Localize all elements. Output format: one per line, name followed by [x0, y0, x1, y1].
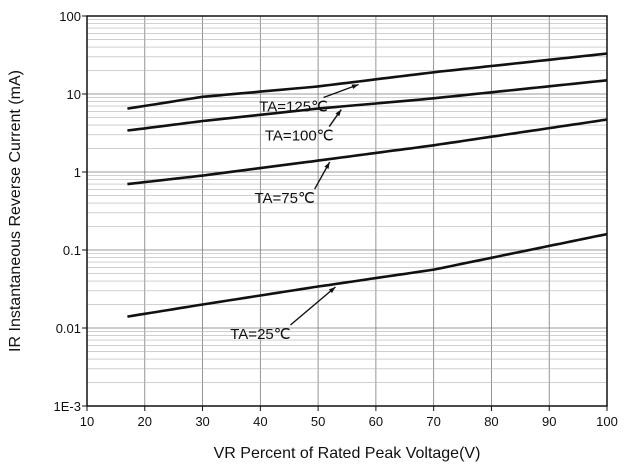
x-tick-label: 80 — [484, 414, 498, 429]
annotation-label: TA=100℃ — [265, 128, 334, 145]
annotation-arrowhead — [351, 84, 359, 90]
x-tick-label: 40 — [253, 414, 267, 429]
series-line-0 — [127, 52, 608, 110]
series-line-2 — [127, 118, 608, 186]
x-tick-label: 10 — [80, 414, 94, 429]
y-tick-label: 1 — [74, 165, 81, 180]
annotation-label: TA=75℃ — [254, 190, 314, 207]
annotation-label: TA=25℃ — [230, 326, 290, 343]
y-tick-label: 0.01 — [56, 321, 81, 336]
series-line-1 — [127, 79, 608, 132]
x-tick-label: 50 — [311, 414, 325, 429]
series-lines — [127, 52, 608, 318]
annotation-arrowhead — [324, 162, 330, 169]
y-tick-label: 10 — [67, 87, 81, 102]
y-axis-label: IR Instantaneous Reverse Current (mA) — [7, 70, 24, 352]
y-tick-label: 100 — [59, 9, 81, 24]
x-tick-label: 20 — [138, 414, 152, 429]
x-tick-label: 70 — [426, 414, 440, 429]
x-tick-label: 100 — [596, 414, 618, 429]
x-tick-label: 90 — [542, 414, 556, 429]
annotation-arrowhead — [328, 287, 336, 294]
y-tick-label: 0.1 — [63, 243, 81, 258]
tick-labels: 10 20 30 40 50 60 70 80 90 100 1E-3 0.01 0.1 1 10 100 — [54, 9, 618, 429]
x-tick-label: 60 — [369, 414, 383, 429]
x-axis-label: VR Percent of Rated Peak Voltage(V) — [214, 445, 481, 462]
plot-frame — [86, 15, 608, 407]
y-tick-label: 1E-3 — [54, 399, 81, 414]
annotations: TA=125℃ TA=100℃ TA=75℃ TA=25℃ — [230, 83, 359, 343]
annotation-arrowhead — [335, 109, 342, 117]
x-tick-label: 30 — [195, 414, 209, 429]
series-line-3 — [127, 232, 608, 318]
grid — [87, 16, 607, 406]
annotation-pointer — [289, 286, 336, 326]
annotation-label: TA=125℃ — [259, 98, 328, 115]
